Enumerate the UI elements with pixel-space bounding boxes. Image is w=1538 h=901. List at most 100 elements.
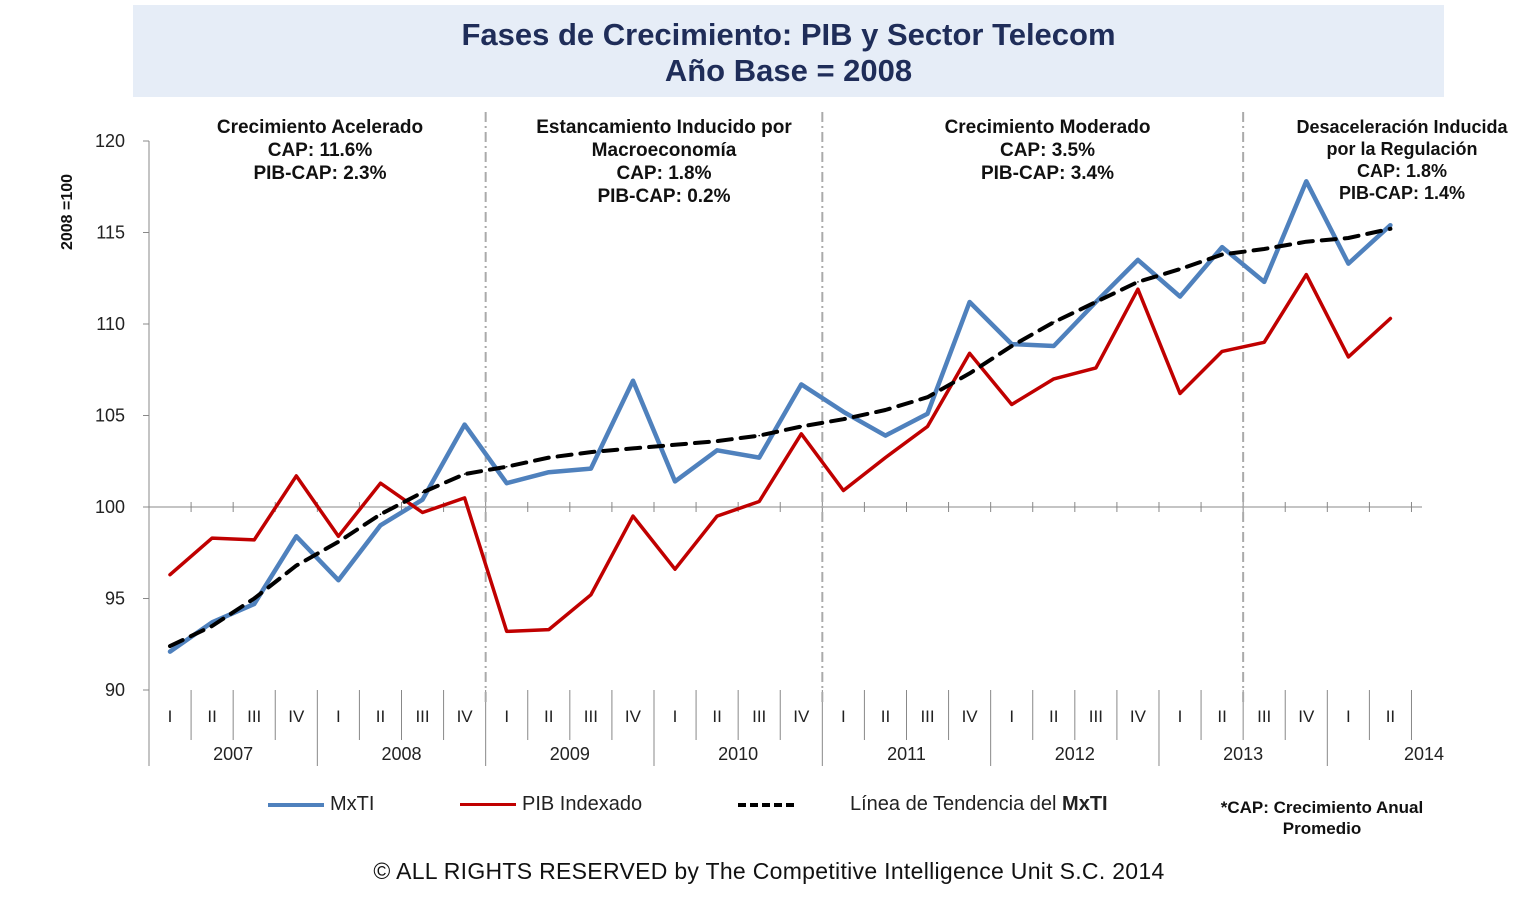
quarter-label: III — [247, 707, 261, 726]
quarter-label: I — [168, 707, 173, 726]
phase-3-line-2: CAP: 3.5% — [999, 140, 1096, 161]
trend-series-point — [169, 645, 171, 647]
year-label: 2008 — [381, 744, 421, 764]
trend-series-point — [1137, 281, 1139, 283]
pib-series-point — [1305, 273, 1308, 276]
mxti-series-point — [1347, 262, 1350, 265]
trend-series-point — [1179, 268, 1181, 270]
year-label: 2014 — [1404, 744, 1444, 764]
trend-series-point — [253, 597, 256, 600]
trend-series-point — [590, 451, 592, 453]
trend-series-point — [1010, 345, 1013, 347]
mxti-series-point — [421, 498, 424, 501]
pib-series-point — [1179, 392, 1181, 395]
quarter-label: III — [584, 707, 598, 726]
mxti-series-point — [1389, 224, 1392, 226]
pib-series-point — [1263, 341, 1265, 344]
pib-series-point — [800, 433, 803, 435]
quarter-label: IV — [1130, 707, 1147, 726]
pib-series-point — [1389, 317, 1392, 320]
phase-1-line-2: CAP: 11.6% — [267, 140, 373, 161]
trend-series-point — [632, 447, 634, 450]
pib-series-point — [211, 537, 213, 539]
phase-label-2: Estancamiento Inducido por Macroeconomía… — [500, 116, 828, 208]
quarter-label: II — [881, 707, 890, 726]
quarter-label: III — [415, 707, 429, 726]
trend-series-point — [1221, 253, 1223, 256]
trend-series-point — [968, 372, 971, 375]
pib-series-point — [1137, 288, 1139, 291]
legend-swatch-mxti — [268, 803, 324, 807]
pib-series-point — [758, 500, 760, 503]
trend-series-point — [758, 434, 760, 437]
quarter-label: III — [920, 707, 934, 726]
quarter-label: II — [376, 707, 385, 726]
pib-series-point — [968, 352, 971, 355]
phase-1-line-1: Crecimiento Acelerado — [216, 117, 424, 138]
phase-2-line-2: Macroeconomía — [591, 140, 737, 161]
legend-label-trend-bold: MxTI — [1062, 793, 1108, 815]
mxti-series-point — [926, 412, 929, 415]
mxti-series-point — [842, 411, 845, 413]
y-tick-label: 90 — [105, 680, 125, 700]
pib-series-point — [505, 630, 508, 633]
trend-series-point — [1305, 240, 1308, 243]
y-tick-label: 100 — [95, 497, 125, 517]
trend-series-line — [168, 226, 1393, 649]
y-tick-label: 120 — [95, 131, 125, 151]
trend-series-point — [211, 625, 213, 627]
phase-2-line-1: Estancamiento Inducido por — [536, 117, 792, 138]
quarter-label: II — [712, 707, 721, 726]
trend-series-point — [463, 473, 466, 475]
mxti-series-point — [505, 482, 508, 485]
mxti-series-point — [590, 467, 592, 470]
pib-series-point — [379, 482, 382, 485]
mxti-series-point — [1137, 259, 1139, 261]
chart-subtitle: Año Base = 2008 — [664, 53, 913, 88]
footnote-line-1: *CAP: Crecimiento Anual — [1220, 798, 1424, 817]
trend-series-point — [1052, 321, 1055, 323]
pib-series-point — [884, 456, 887, 459]
y-tick-label: 115 — [96, 223, 125, 243]
trend-series-point — [884, 409, 887, 411]
quarter-label: IV — [962, 707, 979, 726]
trend-series-point — [547, 456, 550, 459]
trend-series-point — [842, 418, 845, 420]
quarter-label: III — [752, 707, 766, 726]
trend-series-point — [1095, 301, 1097, 303]
mxti-series-point — [547, 471, 550, 474]
phase-4-line-2: por la Regulación — [1326, 139, 1478, 159]
quarter-label: IV — [1298, 707, 1315, 726]
phase-4-line-4: PIB-CAP: 1.4% — [1338, 183, 1466, 203]
trend-series-point — [1263, 248, 1265, 250]
legend-label-mxti: MxTI — [330, 793, 375, 815]
pib-series-point — [632, 515, 634, 517]
phase-4-line-3: CAP: 1.8% — [1356, 161, 1448, 181]
phase-3-line-3: PIB-CAP: 3.4% — [980, 163, 1115, 184]
pib-series-point — [337, 535, 340, 538]
pib-series-point — [842, 489, 845, 492]
footnote-line-2: Promedio — [1282, 819, 1362, 838]
y-tick-label: 95 — [105, 589, 125, 609]
phase-4-line-1: Desaceleración Inducida — [1296, 117, 1508, 137]
phase-2-line-3: CAP: 1.8% — [616, 163, 712, 184]
mxti-series-point — [463, 423, 466, 426]
legend-label-trend: Línea de Tendencia del MxTI — [850, 793, 1108, 816]
mxti-series-point — [295, 535, 298, 538]
pib-series-point — [1221, 350, 1223, 353]
mxti-series-point — [800, 383, 803, 386]
mxti-series-point — [884, 434, 887, 437]
pib-series-point — [253, 539, 256, 541]
quarter-label: II — [207, 707, 216, 726]
pib-series-point — [169, 573, 171, 576]
y-axis-title: 2008 =100 — [59, 174, 76, 250]
pib-series-point — [1347, 356, 1350, 358]
pib-series-point — [674, 568, 676, 571]
quarter-label: III — [1257, 707, 1271, 726]
mxti-series-point — [337, 579, 340, 581]
quarter-label: II — [1217, 707, 1226, 726]
trend-series-point — [505, 465, 508, 468]
quarter-label: II — [1386, 707, 1395, 726]
mxti-series-point — [1179, 295, 1181, 298]
